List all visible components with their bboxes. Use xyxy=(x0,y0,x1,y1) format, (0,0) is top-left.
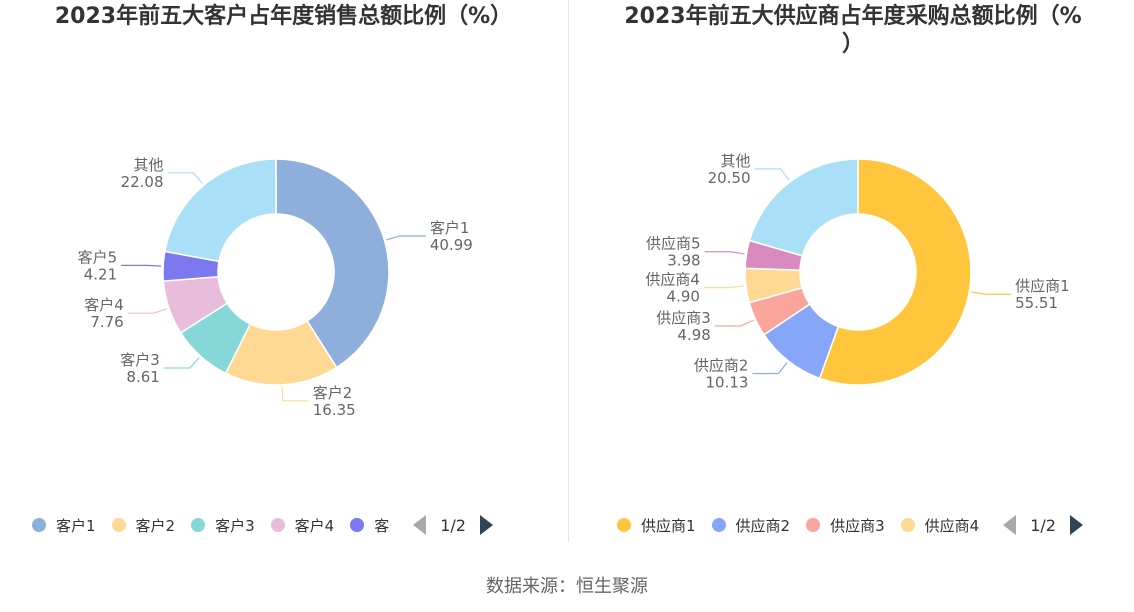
label-leader-line xyxy=(121,264,162,267)
slice-value-label: 10.13 xyxy=(706,374,749,392)
supplier-chart-panel: 2023年前五大供应商占年度采购总额比例（% ） 供应商1 55.51 供应商2 10… xyxy=(567,0,1134,545)
legend-dot-icon xyxy=(806,518,821,532)
legend-label: 供应商3 xyxy=(830,516,885,535)
slice-name-label: 客户2 xyxy=(313,384,353,402)
legend-item[interactable]: 供应商4 xyxy=(900,515,980,536)
legend-dot-icon xyxy=(617,518,631,532)
data-source-footer: 数据来源：恒生聚源 xyxy=(486,576,648,597)
legend-page-indicator: 1/2 xyxy=(1030,515,1056,535)
slice-value-label: 8.61 xyxy=(126,368,159,386)
legend-dot-icon xyxy=(32,518,46,532)
legend-dot-icon xyxy=(270,518,285,532)
legend-item[interactable]: 供应商2 xyxy=(711,515,791,536)
label-leader-line xyxy=(703,285,744,289)
legend-dot-icon xyxy=(350,518,365,532)
label-leader-line xyxy=(714,319,754,327)
slice-name-label: 供应商5 xyxy=(646,235,701,253)
slice-name-label: 其他 xyxy=(721,152,751,170)
slice-name-label: 客户1 xyxy=(430,219,470,237)
slice-value-label: 40.99 xyxy=(430,236,473,254)
slice-value-label: 7.76 xyxy=(90,313,123,331)
label-leader-line xyxy=(281,386,309,402)
donut-slice[interactable] xyxy=(748,158,859,257)
slice-value-label: 20.50 xyxy=(708,169,751,187)
chart-title: 2023年前五大客户占年度销售总额比例（%） xyxy=(54,4,513,29)
donut-slice[interactable] xyxy=(164,158,277,263)
slice-name-label: 客户4 xyxy=(84,296,124,314)
label-leader-line xyxy=(704,251,745,255)
legend-label: 客户3 xyxy=(215,516,255,535)
panel-divider xyxy=(568,0,569,542)
slice-value-label: 4.90 xyxy=(667,288,700,306)
slice-name-label: 供应商1 xyxy=(1015,277,1070,295)
slice-name-label: 供应商2 xyxy=(694,357,749,375)
customer-chart-panel: 2023年前五大客户占年度销售总额比例（%） 客户1 40.99 客户2 16.35 客… xyxy=(0,0,567,545)
slice-name-label: 客户3 xyxy=(120,351,160,369)
donut-slice[interactable] xyxy=(275,158,390,369)
legend-label: 客 xyxy=(374,516,390,535)
chart-title-line2: ） xyxy=(841,32,864,57)
legend-prev-arrow-icon[interactable] xyxy=(1003,515,1017,535)
slice-value-label: 4.98 xyxy=(677,326,710,344)
legend-items: 供应商1 供应商2 供应商3 供应商4 xyxy=(617,515,995,536)
donut-slice[interactable] xyxy=(818,158,972,386)
legend-item[interactable]: 客户2 xyxy=(111,515,176,536)
legend-dot-icon xyxy=(711,518,726,532)
legend-item[interactable]: 供应商3 xyxy=(806,515,885,536)
slice-value-label: 3.98 xyxy=(667,252,700,270)
legend-item[interactable]: 客户3 xyxy=(191,515,255,536)
label-leader-line xyxy=(754,168,790,181)
legend-pager: 1/2 xyxy=(1003,515,1083,535)
legend-page-indicator: 1/2 xyxy=(440,515,466,535)
legend-dot-icon xyxy=(900,518,915,532)
slice-value-label: 16.35 xyxy=(313,401,356,419)
slice-name-label: 其他 xyxy=(134,156,164,174)
legend-item[interactable]: 客 xyxy=(350,515,389,536)
label-leader-line xyxy=(167,172,203,184)
legend-next-arrow-icon[interactable] xyxy=(479,515,493,535)
slice-name-label: 客户5 xyxy=(78,248,118,266)
legend-item[interactable]: 客户1 xyxy=(32,515,96,536)
legend-label: 客户4 xyxy=(294,516,335,535)
legend-label: 客户2 xyxy=(135,516,176,535)
customer-legend: 客户1 客户2 客户3 客户4 客 1/2 xyxy=(32,512,493,538)
legend-label: 供应商2 xyxy=(735,516,791,535)
legend-item[interactable]: 客户4 xyxy=(270,515,335,536)
slice-value-label: 4.21 xyxy=(84,265,117,283)
label-leader-line xyxy=(752,362,788,375)
legend-item[interactable]: 供应商1 xyxy=(617,515,696,536)
legend-label: 客户1 xyxy=(56,516,96,535)
label-leader-line xyxy=(163,357,200,369)
legend-prev-arrow-icon[interactable] xyxy=(413,515,427,535)
legend-next-arrow-icon[interactable] xyxy=(1069,515,1083,535)
label-leader-line xyxy=(127,308,168,314)
supplier-legend: 供应商1 供应商2 供应商3 供应商4 1/2 xyxy=(617,512,1083,538)
slice-name-label: 供应商3 xyxy=(656,309,711,327)
legend-dot-icon xyxy=(111,518,126,532)
slice-value-label: 22.08 xyxy=(121,173,164,191)
legend-label: 供应商1 xyxy=(641,516,696,535)
chart-title-line1: 2023年前五大供应商占年度采购总额比例（% xyxy=(624,4,1082,29)
label-leader-line xyxy=(971,291,1012,295)
slice-name-label: 供应商4 xyxy=(645,271,700,289)
chart-title: 2023年前五大供应商占年度采购总额比例（% ） xyxy=(597,3,1109,59)
legend-pager: 1/2 xyxy=(413,515,493,535)
slice-value-label: 55.51 xyxy=(1015,294,1058,312)
legend-dot-icon xyxy=(191,518,206,532)
label-leader-line xyxy=(386,235,426,241)
legend-items: 客户1 客户2 客户3 客户4 客 xyxy=(32,515,405,536)
legend-label: 供应商4 xyxy=(924,516,980,535)
